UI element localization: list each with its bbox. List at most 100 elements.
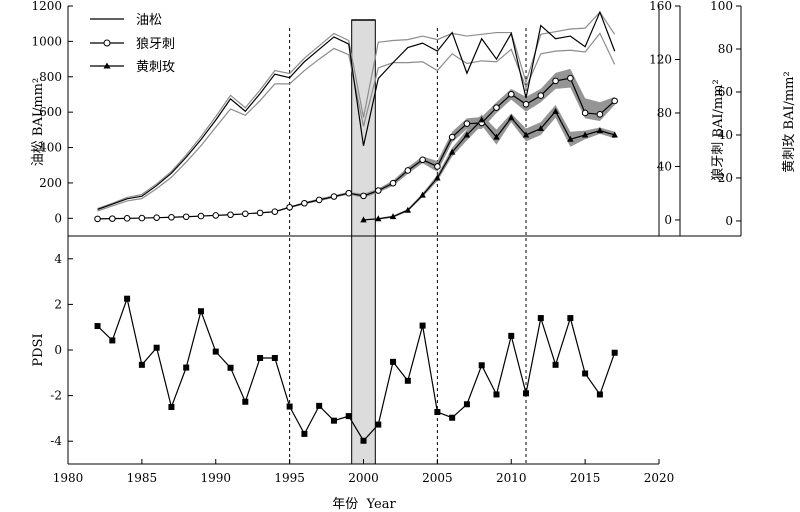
background-layer [289, 19, 527, 465]
right2-tick-label: 80 [718, 42, 733, 56]
legend: 油松 狼牙刺 黄刺玫 [90, 13, 175, 75]
series-1-point [463, 120, 471, 127]
left-tick-label: 600 [39, 105, 62, 119]
series-0-line [97, 10, 616, 211]
x-tick-label: 1995 [274, 471, 305, 485]
pdsi-tick-label: 2 [54, 297, 62, 311]
pdsi-point [596, 391, 603, 398]
pdsi-point [138, 361, 145, 368]
series-1-point [168, 213, 175, 221]
series-2-point [389, 213, 397, 220]
series-2-point [360, 216, 367, 223]
legend-label-langyaci: 狼牙刺 [136, 37, 175, 52]
series-2-point [581, 131, 589, 138]
right1-tick-label: 80 [657, 106, 672, 120]
series-2-point [611, 131, 618, 138]
pdsi-axis-title: PDSI [31, 333, 46, 366]
pdsi-point [611, 349, 618, 356]
pdsi-point [390, 358, 397, 365]
axes: 0200400600800100012000408012016002040608… [31, 0, 742, 485]
x-tick-label: 1980 [53, 471, 84, 485]
legend-label-youpine: 油松 [136, 13, 162, 28]
series-1-point [552, 77, 559, 85]
left-tick-label: 1000 [31, 34, 62, 48]
x-axis-title: 年份 Year [332, 497, 396, 512]
x-tick-label: 1985 [127, 471, 158, 485]
legend-marker-langyaci [103, 39, 111, 47]
series-1-point [374, 187, 382, 194]
x-tick-label: 2000 [348, 471, 379, 485]
series-2-point [419, 191, 426, 198]
pdsi-point [434, 409, 441, 416]
pdsi-tick-label: 0 [54, 343, 62, 357]
series-1-point [596, 111, 604, 118]
pdsi-point [242, 398, 249, 405]
pdsi-point [419, 322, 426, 329]
series-1-point [522, 100, 530, 108]
series-1-point [271, 208, 279, 215]
right1-tick-label: 0 [664, 213, 672, 227]
x-tick-label: 2010 [496, 471, 527, 485]
pdsi-point [212, 348, 219, 355]
series-markers [94, 74, 618, 444]
x-tick-label: 2005 [422, 471, 453, 485]
right2-tick-label: 60 [718, 85, 733, 99]
pdsi-point [286, 403, 293, 410]
series-1-point [286, 203, 293, 211]
series-1-point [330, 193, 338, 200]
pdsi-point [301, 430, 308, 437]
series-1-point [419, 156, 426, 164]
right1-tick-label: 160 [649, 0, 672, 13]
pdsi-point [582, 370, 589, 377]
pdsi-point [404, 377, 411, 384]
series-1-point [197, 212, 205, 220]
pdsi-point [124, 295, 131, 302]
pdsi-point [537, 315, 544, 322]
pdsi-point [183, 364, 190, 371]
left-tick-label: 200 [39, 176, 62, 190]
pdsi-tick-label: -2 [50, 389, 62, 403]
axis-titles: 油松 BAI/mm² 狼牙刺 BAI/mm² 黄刺玫 BAI/mm² PDSI … [31, 71, 797, 512]
pdsi-point [360, 437, 367, 444]
series-1-point [227, 211, 234, 219]
series-1-point [138, 214, 146, 222]
series-1-point [242, 210, 249, 218]
pdsi-point [197, 308, 204, 315]
pdsi-tick-label: 4 [54, 252, 62, 266]
series-1-point [537, 92, 545, 99]
pdsi-point [316, 402, 323, 409]
series-2-point [375, 215, 382, 222]
pdsi-point [449, 414, 456, 421]
series-2-point [596, 127, 604, 134]
series-1-point [507, 90, 515, 98]
series-2-point [537, 125, 544, 132]
series-2-point [567, 135, 574, 142]
series-1-point [256, 209, 264, 217]
series-1-point [448, 133, 456, 141]
series-2-point [522, 131, 530, 138]
right2-axis-title: 黄刺玫 BAI/mm² [782, 71, 797, 172]
series-1-band [97, 68, 615, 220]
series-2-point [404, 206, 412, 213]
series-2-point [448, 148, 456, 155]
series-1-point [212, 212, 220, 219]
pdsi-point [493, 391, 500, 398]
series-1-point [345, 189, 353, 197]
legend-label-huangcimei: 黄刺玫 [136, 60, 175, 75]
pdsi-point [168, 404, 175, 410]
series-1-point [109, 215, 116, 222]
pdsi-point [257, 354, 264, 361]
series-2-point [552, 107, 559, 114]
right1-axis-title: 狼牙刺 BAI/mm² [711, 79, 726, 180]
right1-tick-label: 40 [657, 159, 672, 173]
x-tick-label: 2020 [644, 471, 675, 485]
series-2-band [363, 104, 615, 221]
series-1-point [315, 196, 323, 204]
pdsi-tick-label: -4 [50, 434, 62, 448]
series-1-point [434, 163, 441, 170]
pdsi-point [552, 361, 559, 368]
pdsi-point [463, 401, 470, 408]
right2-tick-label: 0 [725, 214, 733, 228]
pdsi-point [523, 390, 530, 397]
